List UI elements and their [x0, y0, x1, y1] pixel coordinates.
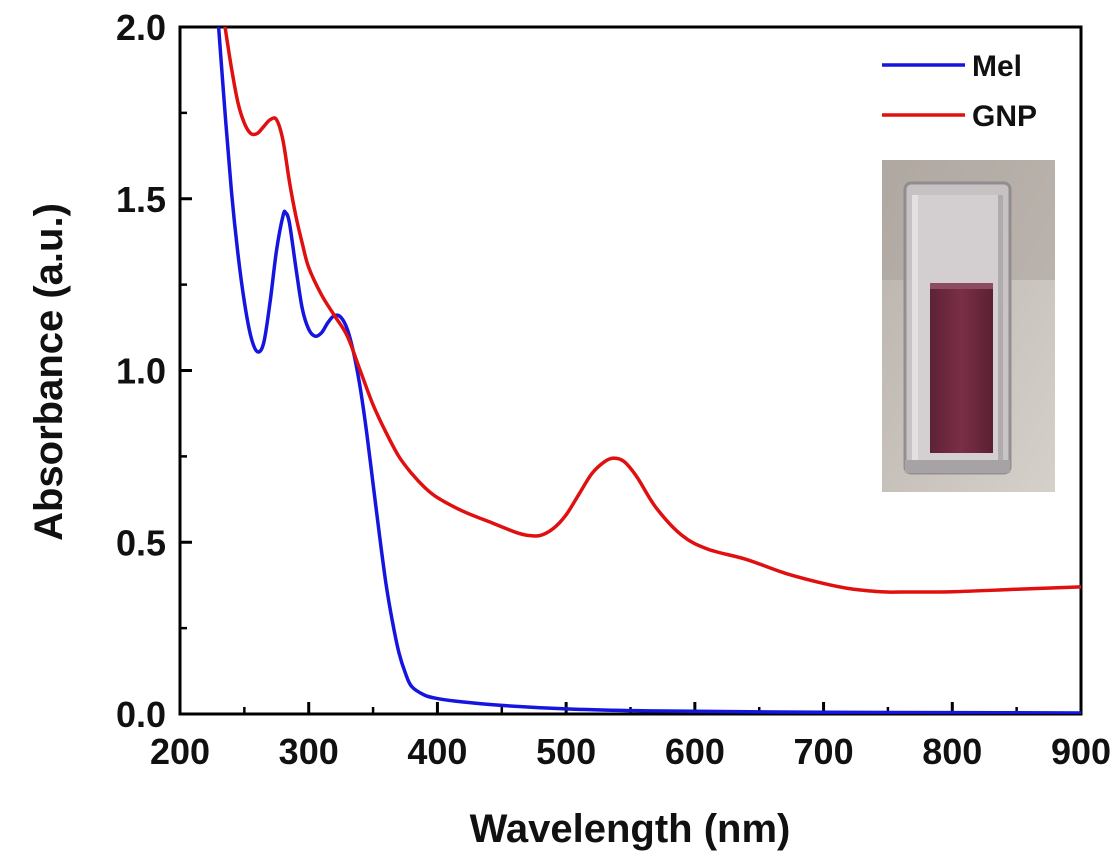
y-tick-label: 0.5 [116, 522, 166, 563]
x-tick-label: 500 [536, 731, 596, 772]
series-line-gnp [223, 27, 1081, 594]
x-tick-label: 900 [1051, 731, 1111, 772]
x-tick-label: 800 [922, 731, 982, 772]
y-tick-label: 2.0 [116, 7, 166, 48]
legend-label-gnp: GNP [972, 100, 1037, 133]
y-tick-label: 0.0 [116, 694, 166, 735]
legend: Mel GNP [882, 50, 1037, 133]
x-tick-label: 700 [794, 731, 854, 772]
x-axis-title: Wavelength (nm) [470, 807, 791, 851]
legend-label-mel: Mel [972, 50, 1022, 83]
x-tick-label: 200 [150, 731, 210, 772]
tick-labels: 200 300 400 500 600 700 800 900 0.0 0.5 1.0 1.5 2.0 [116, 7, 1111, 772]
y-axis-title: Absorbance (a.u.) [27, 203, 71, 541]
y-tick-label: 1.0 [116, 351, 166, 392]
x-tick-label: 400 [407, 731, 467, 772]
series-line-mel [216, 27, 1081, 714]
x-tick-label: 300 [279, 731, 339, 772]
cuvette-photo-icon [882, 160, 1055, 492]
x-tick-label: 600 [665, 731, 725, 772]
y-tick-label: 1.5 [116, 179, 166, 220]
series-layer [216, 27, 1081, 714]
